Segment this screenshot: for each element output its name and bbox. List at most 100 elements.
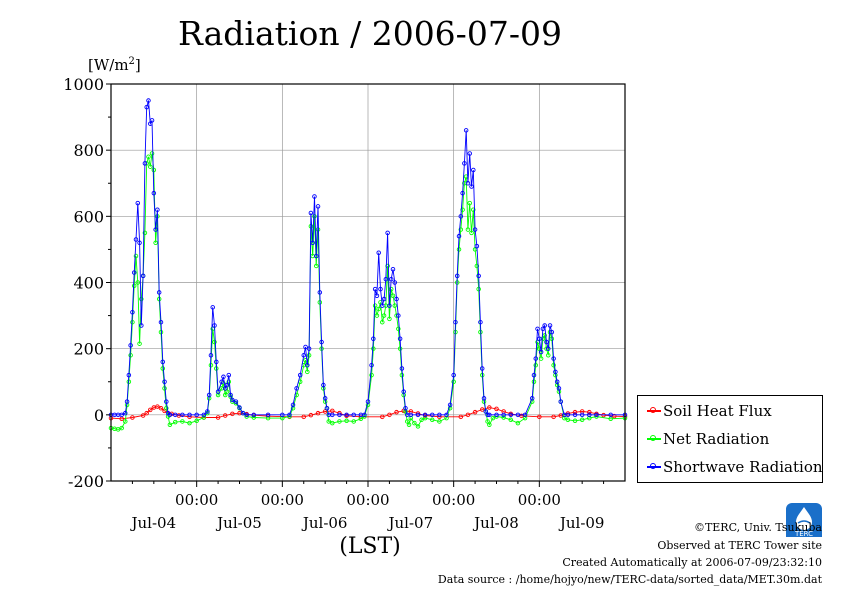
data-point-shortwave-radiation [394,296,399,302]
data-point-shortwave-radiation [308,210,314,216]
data-point-shortwave-radiation [387,303,392,308]
data-point-shortwave-radiation [212,323,217,328]
data-point-net-radiation [351,419,356,424]
data-point-net-radiation [330,420,335,426]
data-point-shortwave-radiation [474,243,480,249]
data-point-shortwave-radiation [322,396,328,401]
data-point-net-radiation [172,419,178,425]
data-point-net-radiation [313,263,319,269]
data-point-shortwave-radiation [522,412,528,418]
legend-marker-net-radiation [650,435,656,441]
data-point-shortwave-radiation [131,270,137,275]
legend-label-shortwave-radiation: Shortwave Radiation [663,458,823,476]
data-point-net-radiation [164,405,169,411]
data-point-shortwave-radiation [321,382,326,388]
data-point-shortwave-radiation [390,267,396,272]
data-point-shortwave-radiation [306,346,312,351]
data-point-shortwave-radiation [553,369,558,375]
data-point-soil-heat-flux [387,412,392,418]
data-point-shortwave-radiation [155,207,160,212]
data-point-shortwave-radiation [369,362,374,368]
data-point-net-radiation [419,417,424,423]
data-point-shortwave-radiation [469,184,474,189]
data-point-net-radiation [430,417,435,423]
chart-title: Radiation / 2006-07-09 [178,14,562,53]
data-point-net-radiation [251,415,257,420]
data-point-shortwave-radiation [228,392,233,398]
data-point-shortwave-radiation [479,366,485,371]
data-point-shortwave-radiation [344,412,349,418]
data-point-shortwave-radiation [383,276,389,282]
data-point-net-radiation [387,316,392,322]
data-point-shortwave-radiation [374,293,380,298]
data-point-shortwave-radiation [538,349,544,355]
legend-item-soil-heat-flux: Soil Heat Flux [638,398,822,424]
data-point-net-radiation [201,415,207,420]
data-point-shortwave-radiation [240,410,246,416]
logo-text: TERC [794,530,813,538]
data-point-net-radiation [456,247,462,252]
data-point-shortwave-radiation [324,405,330,411]
x-day-label: Jul-06 [301,514,348,532]
data-point-shortwave-radiation [396,313,401,318]
data-point-shortwave-radiation [463,128,469,133]
data-point-shortwave-radiation [415,412,421,418]
data-point-net-radiation [130,319,135,325]
data-point-shortwave-radiation [222,386,228,391]
data-point-shortwave-radiation [494,412,499,418]
data-point-soil-heat-flux [479,407,485,412]
data-point-soil-heat-flux [551,414,556,420]
data-point-shortwave-radiation [319,339,324,345]
data-point-shortwave-radiation [142,161,148,166]
axes: -200 0 200 400 600 800 1000 00:00 00:00 00:00 00:0… [63,56,626,559]
data-point-shortwave-radiation [554,379,560,385]
data-point-shortwave-radiation [303,344,308,350]
data-point-shortwave-radiation [587,412,592,418]
y-tick-label: 1000 [63,75,104,94]
data-point-shortwave-radiation [372,286,378,292]
data-point-shortwave-radiation [214,359,219,365]
data-point-soil-heat-flux [158,405,164,411]
y-axis-label: [W/m2] [88,56,141,74]
data-point-soil-heat-flux [148,407,153,413]
data-point-net-radiation [415,424,421,429]
data-point-net-radiation [451,379,456,385]
data-point-shortwave-radiation [399,366,405,371]
data-point-net-radiation [149,151,155,156]
data-point-net-radiation [131,283,137,289]
data-point-net-radiation [151,167,157,173]
data-point-shortwave-radiation [119,412,124,418]
data-point-soil-heat-flux [537,414,542,420]
data-point-net-radiation [551,362,556,368]
data-point-shortwave-radiation [476,273,481,279]
data-point-shortwave-radiation [385,230,390,236]
series-layer [108,98,628,432]
data-point-net-radiation [542,333,547,338]
credit-observed: Observed at TERC Tower site [657,539,822,552]
data-point-shortwave-radiation [401,389,406,394]
data-point-net-radiation [572,418,578,424]
x-tick-label: 00:00 [175,491,218,509]
data-point-net-radiation [376,306,381,312]
data-point-net-radiation [123,419,128,424]
data-point-shortwave-radiation [535,326,540,332]
data-point-net-radiation [405,419,410,424]
data-point-net-radiation [538,356,544,361]
data-point-shortwave-radiation [180,412,185,418]
data-point-shortwave-radiation [148,121,153,126]
data-point-shortwave-radiation [537,336,542,341]
legend-item-net-radiation: Net Radiation [638,426,822,452]
data-point-shortwave-radiation [531,372,537,378]
data-point-shortwave-radiation [558,399,564,404]
data-point-shortwave-radiation [451,372,456,378]
data-point-shortwave-radiation [380,303,385,308]
data-point-shortwave-radiation [313,253,319,259]
data-point-net-radiation [412,420,417,426]
data-point-shortwave-radiation [172,412,178,418]
data-point-net-radiation [467,200,472,206]
data-point-shortwave-radiation [467,151,472,156]
x-tick-label: 00:00 [346,491,389,509]
data-point-net-radiation [515,420,521,426]
data-point-shortwave-radiation [408,412,414,418]
x-day-label: Jul-08 [472,514,519,532]
